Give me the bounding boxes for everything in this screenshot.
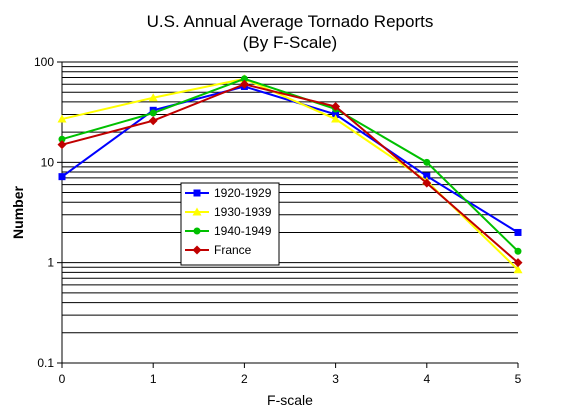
x-axis-label: F-scale: [267, 392, 313, 408]
data-point: [513, 265, 523, 274]
data-point: [57, 140, 67, 150]
legend-label: 1940-1949: [214, 224, 272, 238]
x-tick-label: 5: [515, 372, 522, 386]
y-tick-label: 100: [34, 55, 54, 69]
legend-label: France: [214, 243, 252, 257]
data-point: [148, 93, 158, 102]
x-tick-label: 4: [423, 372, 430, 386]
legend-swatch-marker: [193, 189, 201, 197]
data-point: [148, 116, 158, 126]
legend-swatch-marker: [192, 245, 202, 255]
series-line: [61, 85, 519, 234]
data-point: [514, 247, 522, 255]
x-tick-label: 3: [332, 372, 339, 386]
data-point: [240, 75, 248, 83]
data-point: [423, 158, 431, 166]
legend-swatch-marker: [192, 207, 202, 216]
y-tick-label: 10: [41, 155, 55, 169]
legend-label: 1920-1929: [214, 186, 272, 200]
legend-item: 1940-1949: [185, 224, 272, 238]
series-line: [61, 83, 519, 264]
legend-item: France: [185, 243, 252, 257]
y-tick-label: 1: [47, 256, 54, 270]
legend-swatch-marker: [193, 227, 201, 235]
x-tick-label: 2: [241, 372, 248, 386]
legend-item: 1930-1939: [185, 205, 272, 219]
series-france: [57, 79, 523, 268]
legend: 1920-1929 1930-1939 1940-1949 France: [180, 182, 280, 266]
series-line: [61, 77, 519, 252]
chart-subtitle: (By F-Scale): [242, 33, 338, 52]
data-point: [57, 114, 67, 123]
data-point: [149, 109, 157, 117]
x-tick-label: 1: [150, 372, 157, 386]
y-tick-label: 0.1: [37, 356, 54, 370]
data-point: [239, 79, 249, 89]
series-line: [61, 77, 519, 271]
x-tick-label: 0: [59, 372, 66, 386]
series-1930-1939: [57, 74, 523, 274]
data-point: [58, 135, 66, 143]
data-point: [422, 178, 432, 188]
data-point: [423, 172, 431, 180]
series-1920-1929: [58, 82, 522, 236]
data-point: [331, 102, 341, 112]
data-point: [332, 110, 340, 118]
legend-label: 1930-1939: [214, 205, 272, 219]
y-axis-label: Number: [10, 186, 26, 239]
legend-item: 1920-1929: [185, 186, 272, 200]
data-point: [513, 258, 523, 268]
data-point: [331, 114, 341, 123]
data-point: [514, 228, 522, 236]
data-point: [58, 173, 66, 181]
chart-title: U.S. Annual Average Tornado Reports: [146, 12, 434, 31]
